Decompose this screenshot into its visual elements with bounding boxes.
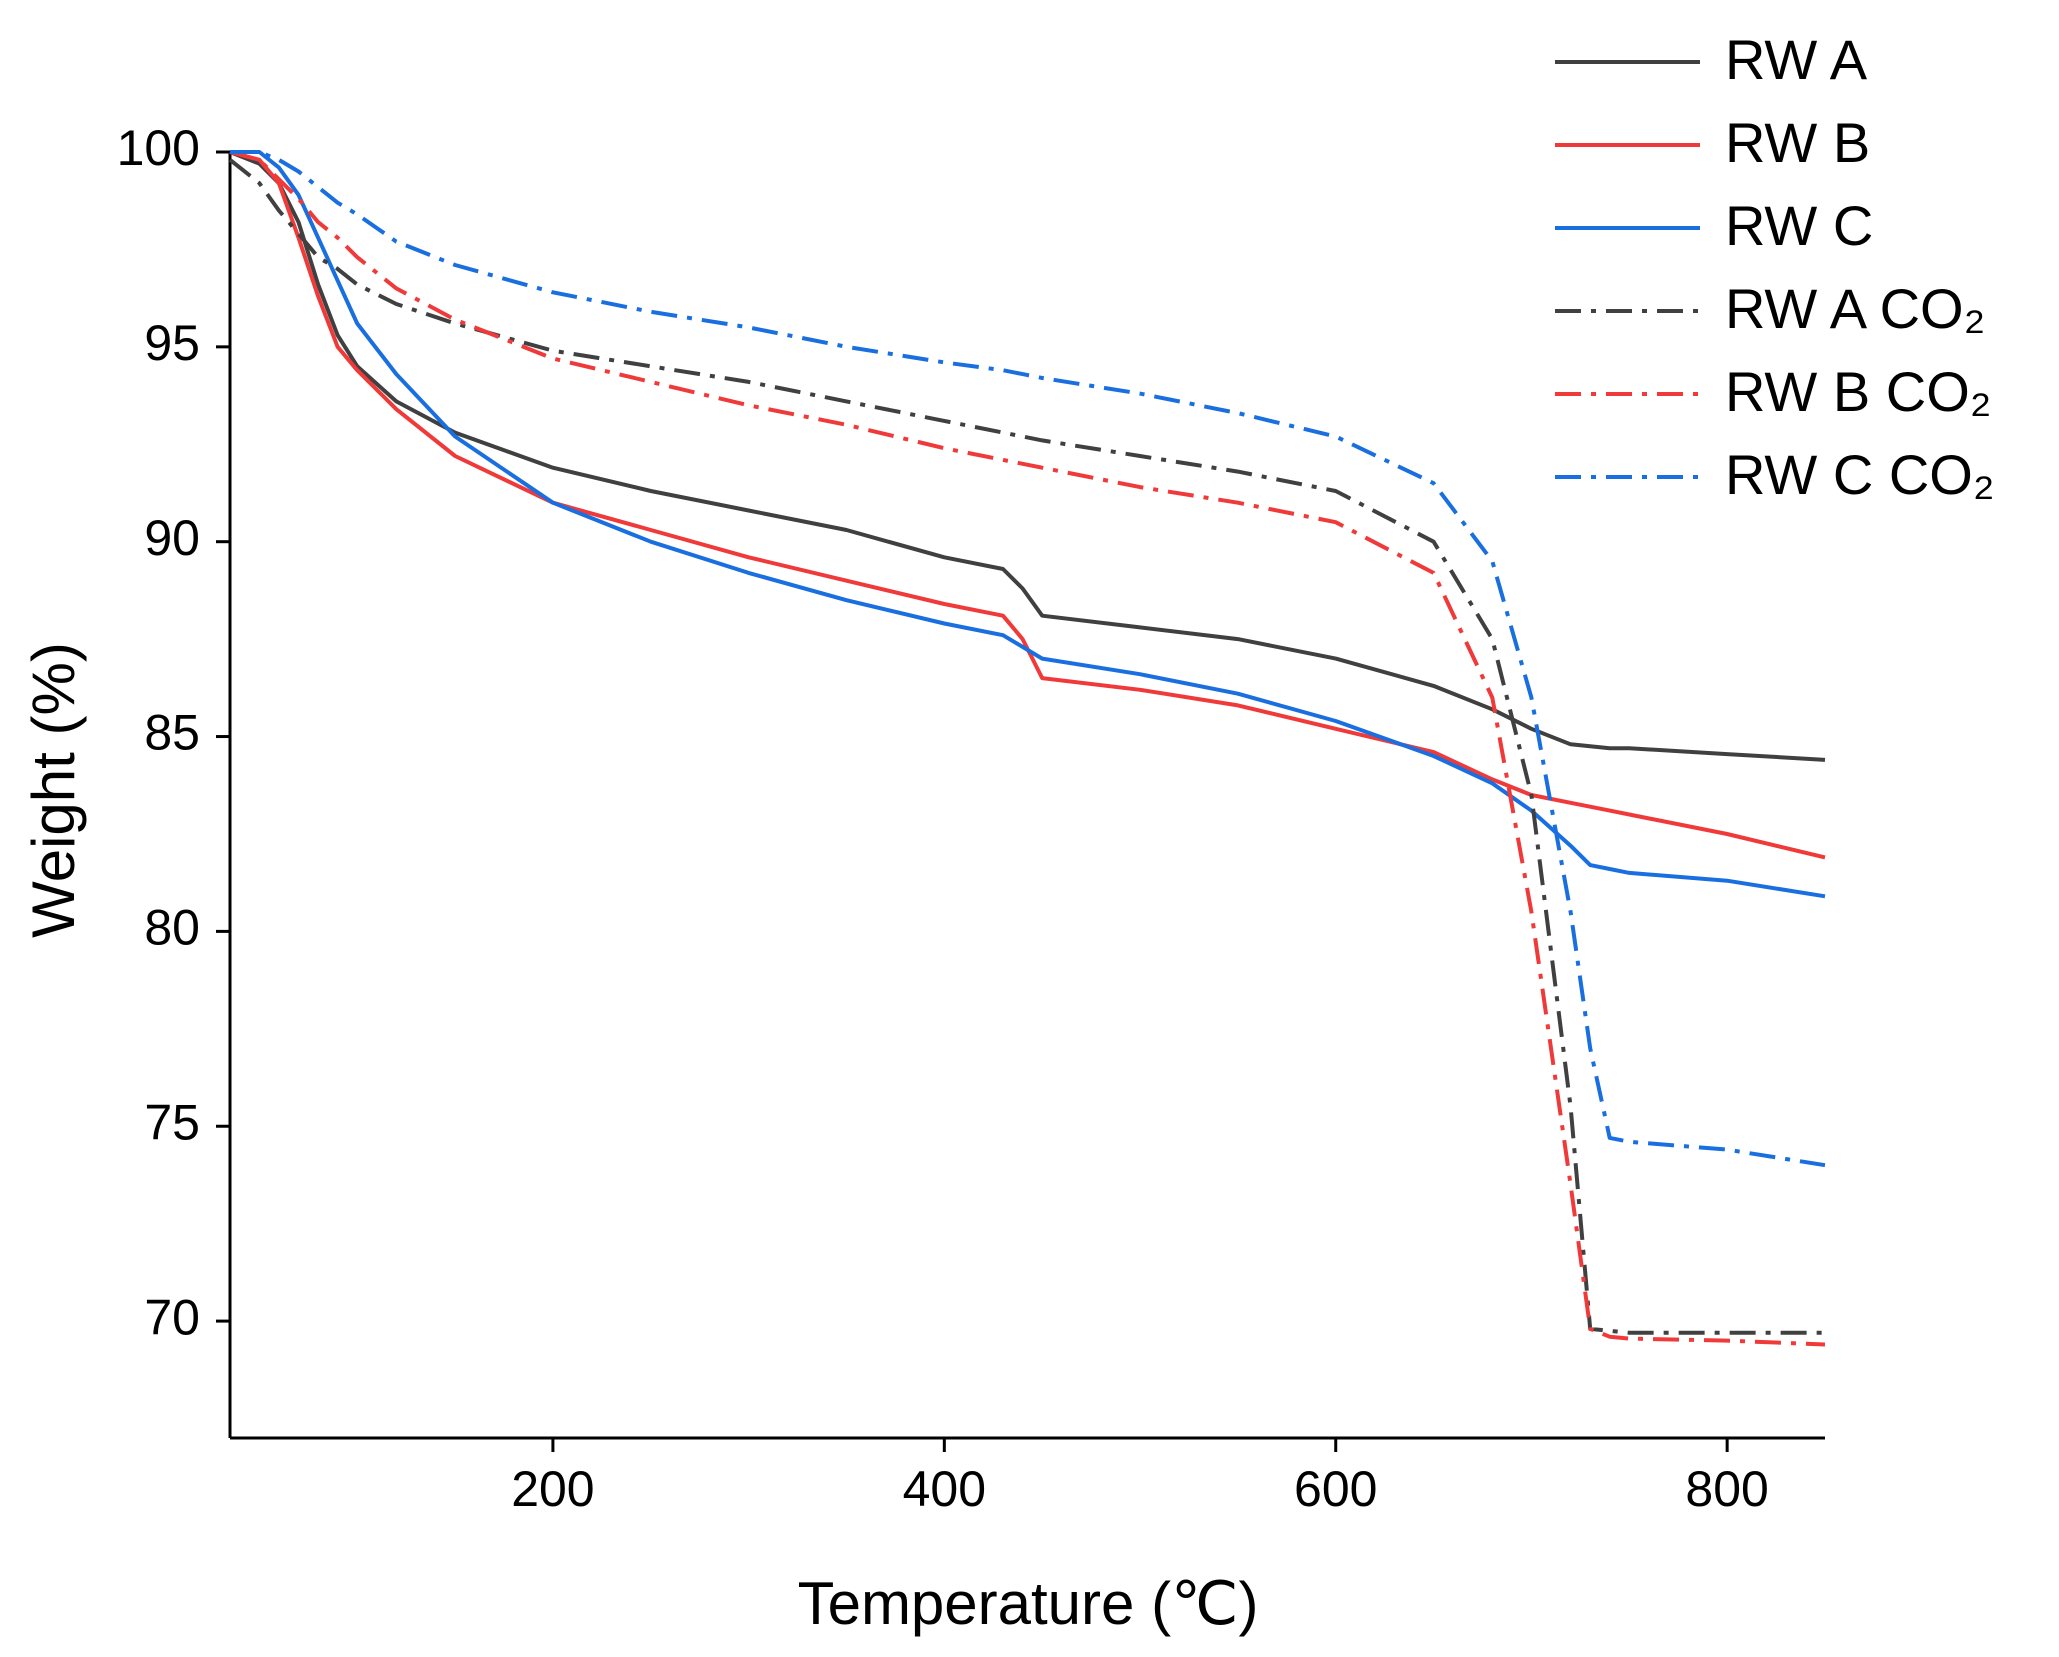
legend-label: RW A CO₂ <box>1725 277 1985 340</box>
series-line <box>230 150 1826 1168</box>
y-axis-label: Weight (%) <box>20 642 87 938</box>
y-tick-label: 90 <box>144 510 200 566</box>
legend-label: RW B <box>1725 111 1870 174</box>
x-tick-label: 200 <box>511 1461 594 1517</box>
x-tick-label: 800 <box>1685 1461 1768 1517</box>
series-line <box>229 150 1826 762</box>
x-tick-label: 400 <box>903 1461 986 1517</box>
legend-label: RW A <box>1725 28 1868 91</box>
series-line <box>229 150 1826 860</box>
legend-label: RW C <box>1725 194 1873 257</box>
legend-label: RW C CO₂ <box>1725 443 1995 506</box>
y-tick-label: 80 <box>144 900 200 956</box>
y-tick-label: 70 <box>144 1289 200 1345</box>
y-tick-label: 85 <box>144 705 200 761</box>
series-line <box>229 150 1826 1347</box>
y-tick-label: 75 <box>144 1094 200 1150</box>
y-tick-label: 100 <box>117 120 200 176</box>
legend-label: RW B CO₂ <box>1725 360 1992 423</box>
x-tick-label: 600 <box>1294 1461 1377 1517</box>
series-line <box>228 158 1825 1335</box>
x-axis-label: Temperature (℃) <box>798 1570 1259 1637</box>
series-line <box>230 150 1826 899</box>
y-tick-label: 95 <box>144 315 200 371</box>
